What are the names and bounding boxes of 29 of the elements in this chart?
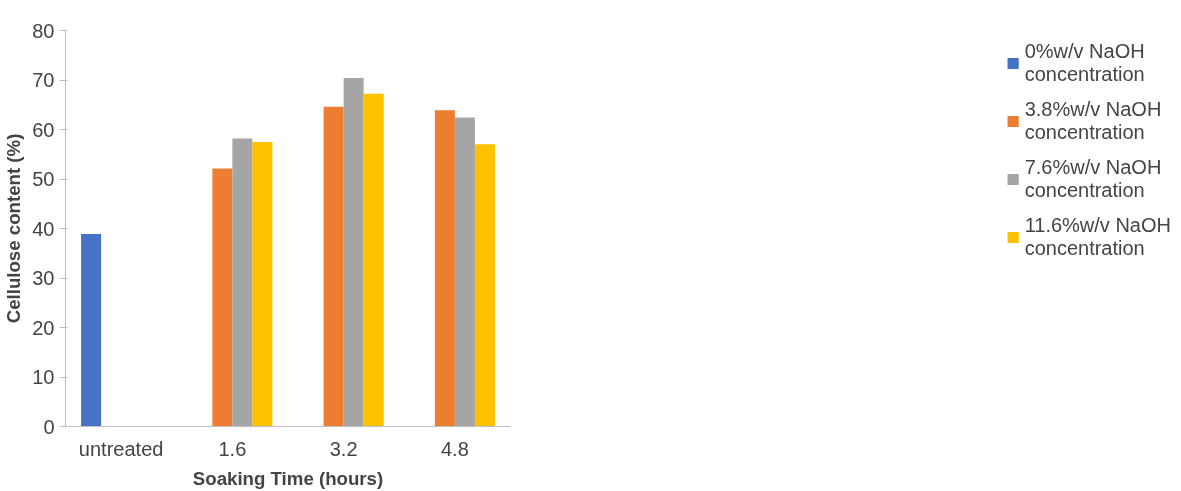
- y-tick-label: 50: [32, 168, 55, 190]
- y-tick-label: 60: [32, 118, 55, 141]
- legend-label: 11.6%w/v NaOH concentration: [1024, 214, 1171, 260]
- legend-label: 3.8%w/v NaOH concentration: [1024, 98, 1162, 144]
- y-tick-label: 40: [32, 217, 55, 240]
- y-tick-label: 0: [43, 415, 55, 438]
- x-axis-title: Soaking Time (hours): [192, 467, 384, 489]
- y-tick-label: 20: [32, 316, 55, 339]
- y-axis-title: Cellulose content (%): [3, 133, 25, 324]
- bar: [363, 93, 384, 427]
- x-tick-label: 4.8: [440, 437, 469, 460]
- bar: [474, 144, 495, 427]
- y-tick-label: 10: [32, 366, 55, 388]
- bar: [212, 168, 233, 427]
- bar: [434, 110, 455, 427]
- bar: [81, 233, 102, 427]
- bar: [454, 117, 475, 427]
- legend-label: 0%w/v NaOH concentration: [1024, 40, 1145, 86]
- y-tick-label: 70: [32, 69, 55, 91]
- x-tick-label: untreated: [78, 437, 164, 460]
- bar: [323, 106, 344, 427]
- legend-label: 7.6%w/v NaOH concentration: [1024, 156, 1162, 202]
- bar: [252, 141, 273, 427]
- y-tick-label: 80: [32, 19, 55, 42]
- x-tick-label: 3.2: [329, 437, 358, 460]
- bar: [232, 138, 253, 427]
- y-tick-label: 30: [32, 267, 55, 289]
- x-tick-label: 1.6: [218, 437, 247, 460]
- bar: [343, 78, 364, 427]
